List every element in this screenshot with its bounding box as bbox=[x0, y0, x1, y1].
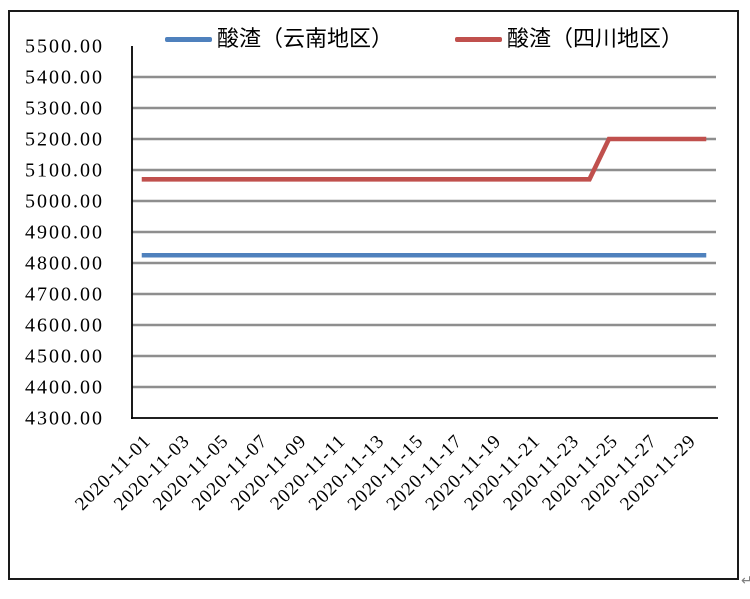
y-tick-label: 4400.00 bbox=[25, 377, 104, 399]
y-tick-label: 5100.00 bbox=[25, 160, 104, 182]
y-tick-label: 5200.00 bbox=[25, 129, 104, 151]
legend-line-swatch-sichuan bbox=[455, 36, 502, 42]
chart-legend: 酸渣（云南地区） 酸渣（四川地区） bbox=[132, 25, 716, 53]
legend-line-swatch-yunnan bbox=[164, 36, 212, 42]
y-tick-label: 4500.00 bbox=[25, 346, 104, 368]
y-tick-label: 4800.00 bbox=[25, 253, 104, 275]
legend-item-sichuan[interactable]: 酸渣（四川地区） bbox=[455, 28, 683, 50]
legend-item-yunnan[interactable]: 酸渣（云南地区） bbox=[164, 26, 393, 51]
y-tick-label: 5400.00 bbox=[25, 67, 104, 89]
y-tick-label: 4600.00 bbox=[25, 315, 104, 337]
y-tick-label: 4700.00 bbox=[25, 284, 104, 306]
y-tick-label: 5300.00 bbox=[25, 98, 104, 120]
y-tick-label: 5000.00 bbox=[25, 191, 104, 213]
y-tick-label: 5500.00 bbox=[25, 36, 104, 58]
series-line-sichuan[interactable] bbox=[141, 136, 707, 182]
legend-label-sichuan: 酸渣（四川地区） bbox=[507, 26, 684, 51]
y-tick-label: 4300.00 bbox=[25, 408, 104, 430]
legend-label-yunnan: 酸渣（云南地区） bbox=[216, 26, 393, 51]
paragraph-return-icon: ↵ bbox=[741, 573, 750, 589]
y-tick-label: 4900.00 bbox=[25, 222, 104, 244]
